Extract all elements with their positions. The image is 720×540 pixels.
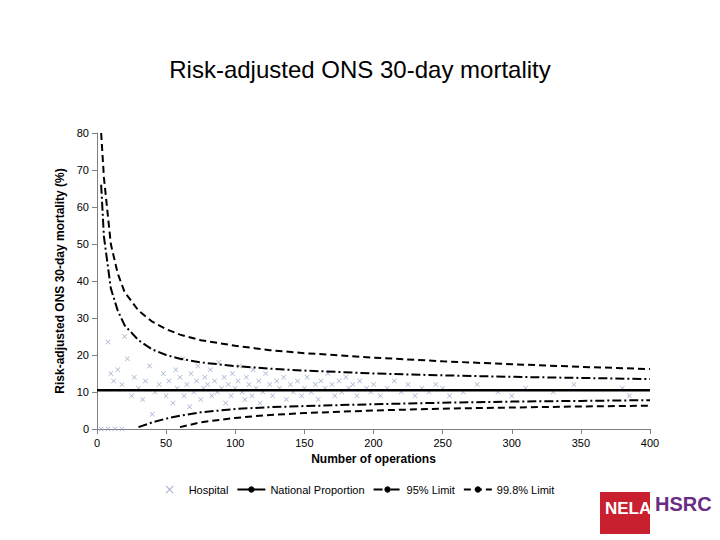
svg-text:NELA: NELA (605, 499, 651, 518)
svg-text:100: 100 (226, 437, 244, 449)
svg-text:50: 50 (77, 238, 89, 250)
svg-text:60: 60 (77, 201, 89, 213)
svg-text:Number of operations: Number of operations (311, 452, 436, 466)
svg-text:70: 70 (77, 164, 89, 176)
svg-text:40: 40 (77, 275, 89, 287)
svg-text:150: 150 (295, 437, 313, 449)
svg-text:95% Limit: 95% Limit (407, 484, 455, 496)
svg-text:10: 10 (77, 386, 89, 398)
svg-text:200: 200 (364, 437, 382, 449)
svg-text:0: 0 (83, 423, 89, 435)
svg-text:0: 0 (94, 437, 100, 449)
svg-text:400: 400 (641, 437, 659, 449)
svg-text:300: 300 (503, 437, 521, 449)
svg-text:250: 250 (433, 437, 451, 449)
svg-text:350: 350 (572, 437, 590, 449)
svg-text:National Proportion: National Proportion (270, 484, 364, 496)
svg-text:HSRC: HSRC (655, 493, 712, 515)
svg-text:50: 50 (160, 437, 172, 449)
svg-text:Risk-adjusted ONS 30-day morta: Risk-adjusted ONS 30-day mortality (169, 56, 550, 83)
svg-text:Risk-adjusted ONS 30-day morta: Risk-adjusted ONS 30-day mortality (%) (53, 168, 67, 393)
svg-text:20: 20 (77, 349, 89, 361)
svg-text:Hospital: Hospital (189, 484, 229, 496)
svg-text:99.8% Limit: 99.8% Limit (497, 484, 554, 496)
svg-text:30: 30 (77, 312, 89, 324)
svg-text:80: 80 (77, 127, 89, 139)
